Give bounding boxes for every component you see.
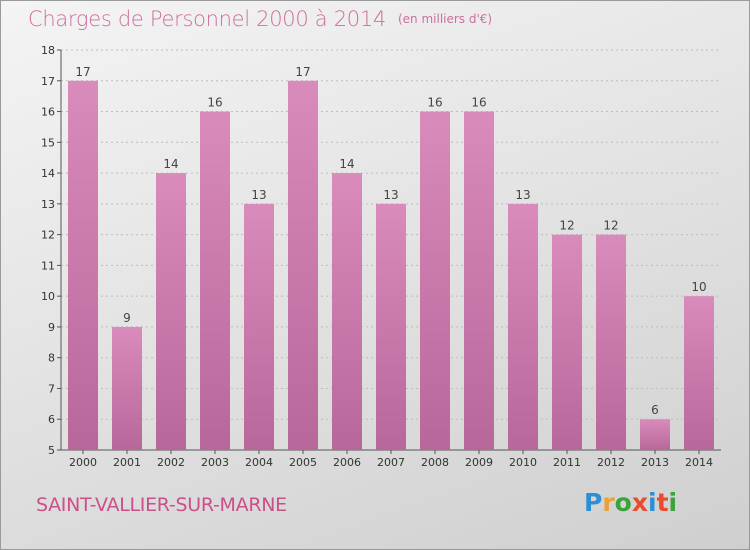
y-tick-label: 9 (48, 321, 55, 334)
x-tick-label: 2013 (641, 456, 669, 469)
x-tick-label: 2006 (333, 456, 361, 469)
y-tick-label: 5 (48, 444, 55, 457)
bar (684, 296, 714, 450)
y-tick-label: 8 (48, 352, 55, 365)
logo-letter: r (602, 488, 615, 517)
x-tick-label: 2011 (553, 456, 581, 469)
bar-value-label: 10 (691, 280, 706, 294)
y-tick-label: 18 (41, 44, 55, 57)
bar (376, 203, 406, 450)
x-tick-label: 2010 (509, 456, 537, 469)
bar (244, 203, 274, 450)
x-tick-label: 2008 (421, 456, 449, 469)
logo-letter: t (656, 488, 669, 517)
bar-value-label: 17 (295, 65, 310, 79)
y-tick-label: 12 (41, 229, 55, 242)
bar-value-label: 12 (559, 219, 574, 233)
bar (508, 203, 538, 450)
x-tick-label: 2014 (685, 456, 713, 469)
bar (596, 234, 626, 450)
bar (200, 111, 230, 451)
bar (288, 80, 318, 451)
bar (156, 173, 186, 451)
bar-value-label: 17 (75, 65, 90, 79)
bar (420, 111, 450, 451)
logo-letter: o (614, 488, 632, 517)
bar-value-label: 13 (383, 188, 398, 202)
bar-value-label: 14 (339, 157, 354, 171)
x-tick-label: 2000 (69, 456, 97, 469)
proxiti-logo: Proxiti (584, 488, 677, 517)
bar-value-label: 13 (515, 188, 530, 202)
y-tick-label: 17 (41, 75, 55, 88)
bar (68, 80, 98, 451)
bar-value-label: 9 (123, 311, 131, 325)
chart-subtitle: (en milliers d'€) (397, 12, 493, 26)
y-tick-label: 10 (41, 290, 55, 303)
y-tick-label: 13 (41, 198, 55, 211)
bar-value-label: 13 (251, 188, 266, 202)
logo-letter: i (668, 488, 678, 517)
bar-value-label: 16 (427, 96, 442, 110)
x-tick-label: 2005 (289, 456, 317, 469)
bar-value-label: 16 (471, 96, 486, 110)
bar-value-label: 6 (651, 403, 659, 417)
bar (332, 173, 362, 451)
bar (464, 111, 494, 451)
bar (112, 326, 142, 450)
logo-letter: P (584, 488, 603, 517)
bar-value-label: 16 (207, 96, 222, 110)
y-tick-label: 14 (41, 167, 55, 180)
town-name: SAINT-VALLIER-SUR-MARNE (36, 494, 287, 516)
chart-title: Charges de Personnel 2000 à 2014 (28, 7, 386, 31)
x-tick-label: 2012 (597, 456, 625, 469)
y-tick-label: 6 (48, 413, 55, 426)
x-tick-label: 2002 (157, 456, 185, 469)
x-tick-label: 2007 (377, 456, 405, 469)
x-tick-label: 2004 (245, 456, 273, 469)
logo-letter: x (631, 488, 648, 517)
logo-letter: i (648, 488, 657, 517)
y-tick-label: 11 (41, 259, 55, 272)
y-tick-label: 16 (41, 106, 55, 119)
bar (640, 419, 670, 450)
x-tick-label: 2003 (201, 456, 229, 469)
bar (552, 234, 582, 450)
y-tick-label: 7 (48, 382, 55, 395)
bar-value-label: 12 (603, 219, 618, 233)
x-tick-label: 2001 (113, 456, 141, 469)
y-tick-label: 15 (41, 136, 55, 149)
bar-value-label: 14 (163, 157, 178, 171)
x-tick-label: 2009 (465, 456, 493, 469)
chart-title-row: Charges de Personnel 2000 à 2014 (en mill… (28, 7, 492, 31)
